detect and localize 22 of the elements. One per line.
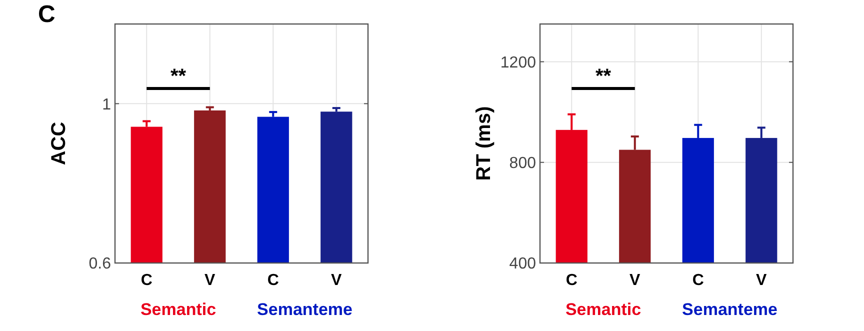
x-tick-label: V	[756, 272, 768, 289]
text: Semanteme	[257, 300, 352, 319]
text: Semantic	[140, 300, 216, 319]
y-tick-label: 400	[509, 256, 536, 273]
annotation: **	[170, 66, 186, 88]
y-tick-label: 1	[102, 96, 112, 114]
x-tick-label: C	[692, 272, 704, 289]
y-tick-label: 1200	[500, 54, 536, 72]
y-tick-label: 0.6	[88, 256, 112, 273]
annotation: **	[595, 66, 612, 88]
x-tick-label: C	[267, 272, 280, 289]
x-tick-label: V	[630, 272, 641, 289]
y-axis-title: ACC	[48, 122, 70, 166]
y-tick-label: 800	[509, 154, 536, 172]
x-tick-label: V	[331, 272, 342, 289]
x-tick-label: C	[140, 272, 153, 289]
chart-title: C	[38, 1, 56, 28]
x-tick-label: V	[204, 272, 216, 289]
x-tick-label: C	[566, 272, 578, 289]
text: Semantic	[565, 300, 642, 319]
y-axis-title: RT (ms)	[473, 106, 495, 181]
text: Semanteme	[682, 300, 778, 319]
